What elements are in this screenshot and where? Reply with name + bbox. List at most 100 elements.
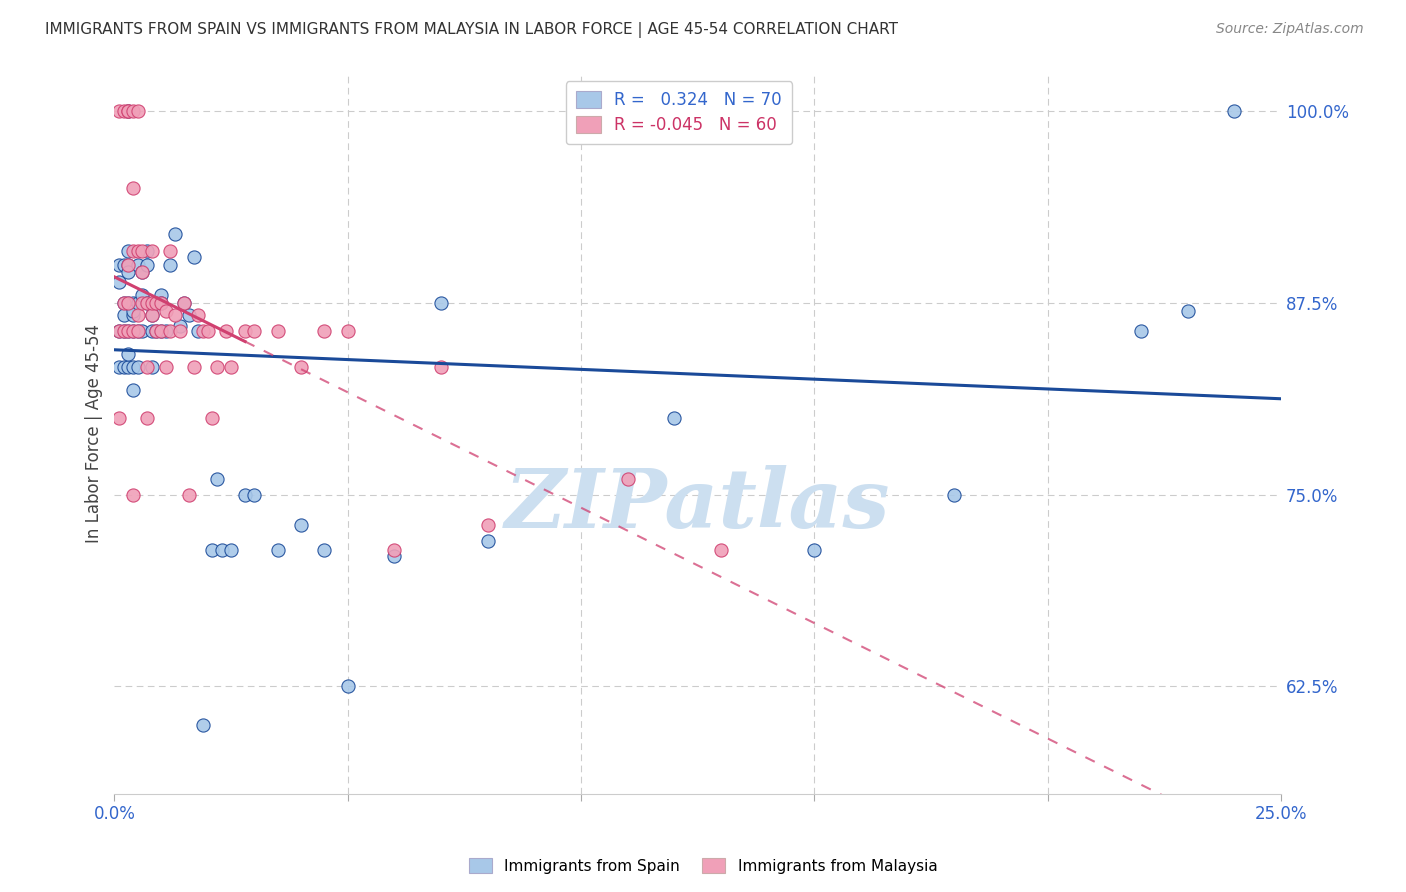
Point xyxy=(145,324,167,338)
Point xyxy=(314,542,336,557)
Point xyxy=(173,296,195,310)
Point xyxy=(150,288,173,302)
Point xyxy=(112,324,135,338)
Legend: R =   0.324   N = 70, R = -0.045   N = 60: R = 0.324 N = 70, R = -0.045 N = 60 xyxy=(567,81,792,145)
Point xyxy=(177,308,200,322)
Point xyxy=(155,303,177,318)
Point xyxy=(1177,303,1199,318)
Point xyxy=(233,488,256,502)
Point xyxy=(336,324,359,338)
Text: IMMIGRANTS FROM SPAIN VS IMMIGRANTS FROM MALAYSIA IN LABOR FORCE | AGE 45-54 COR: IMMIGRANTS FROM SPAIN VS IMMIGRANTS FROM… xyxy=(45,22,898,38)
Point xyxy=(187,324,209,338)
Point xyxy=(141,308,163,322)
Point xyxy=(112,296,135,310)
Point xyxy=(150,324,173,338)
Point xyxy=(122,360,145,375)
Point xyxy=(131,324,153,338)
Point xyxy=(169,318,191,333)
Point xyxy=(243,488,266,502)
Point xyxy=(108,258,131,272)
Point xyxy=(117,296,139,310)
Legend: Immigrants from Spain, Immigrants from Malaysia: Immigrants from Spain, Immigrants from M… xyxy=(463,852,943,880)
Point xyxy=(314,324,336,338)
Point xyxy=(112,324,135,338)
Point xyxy=(430,360,453,375)
Point xyxy=(159,244,181,258)
Point xyxy=(243,324,266,338)
Point xyxy=(165,308,187,322)
Point xyxy=(127,244,149,258)
Point xyxy=(117,296,139,310)
Point xyxy=(117,258,139,272)
Point xyxy=(215,324,238,338)
Point xyxy=(122,488,145,502)
Point xyxy=(136,258,159,272)
Point xyxy=(183,250,205,264)
Point xyxy=(205,472,228,486)
Point xyxy=(108,104,131,119)
Point xyxy=(205,360,228,375)
Text: Source: ZipAtlas.com: Source: ZipAtlas.com xyxy=(1216,22,1364,37)
Point xyxy=(122,303,145,318)
Point xyxy=(122,324,145,338)
Point xyxy=(177,488,200,502)
Point xyxy=(112,308,135,322)
Point xyxy=(127,258,149,272)
Point xyxy=(191,324,214,338)
Point xyxy=(165,227,187,241)
Point xyxy=(150,324,173,338)
Point xyxy=(145,296,167,310)
Point xyxy=(201,411,224,425)
Point xyxy=(131,265,153,279)
Point xyxy=(136,296,159,310)
Point xyxy=(173,296,195,310)
Y-axis label: In Labor Force | Age 45-54: In Labor Force | Age 45-54 xyxy=(86,324,103,543)
Point xyxy=(336,679,359,693)
Point xyxy=(122,384,145,398)
Point xyxy=(141,360,163,375)
Point xyxy=(127,308,149,322)
Point xyxy=(267,542,290,557)
Point xyxy=(136,244,159,258)
Point xyxy=(117,104,139,119)
Point xyxy=(155,360,177,375)
Point xyxy=(477,518,499,533)
Point xyxy=(150,296,173,310)
Point xyxy=(117,324,139,338)
Point xyxy=(159,258,181,272)
Point xyxy=(127,296,149,310)
Text: ZIPatlas: ZIPatlas xyxy=(505,466,890,545)
Point xyxy=(122,324,145,338)
Point xyxy=(710,542,733,557)
Point xyxy=(122,104,145,119)
Point xyxy=(131,296,153,310)
Point xyxy=(117,346,139,360)
Point xyxy=(141,244,163,258)
Point xyxy=(150,296,173,310)
Point xyxy=(136,360,159,375)
Point xyxy=(136,296,159,310)
Point xyxy=(219,542,242,557)
Point xyxy=(136,411,159,425)
Point xyxy=(664,411,686,425)
Point xyxy=(117,360,139,375)
Point xyxy=(141,324,163,338)
Point xyxy=(233,324,256,338)
Point xyxy=(191,717,214,731)
Point xyxy=(155,324,177,338)
Point xyxy=(1130,324,1153,338)
Point xyxy=(117,258,139,272)
Point xyxy=(145,296,167,310)
Point xyxy=(267,324,290,338)
Point xyxy=(382,549,405,563)
Point xyxy=(131,288,153,302)
Point xyxy=(117,244,139,258)
Point xyxy=(183,360,205,375)
Point xyxy=(108,360,131,375)
Point xyxy=(112,360,135,375)
Point xyxy=(117,265,139,279)
Point xyxy=(141,308,163,322)
Point xyxy=(122,296,145,310)
Point xyxy=(569,104,592,119)
Point xyxy=(943,488,966,502)
